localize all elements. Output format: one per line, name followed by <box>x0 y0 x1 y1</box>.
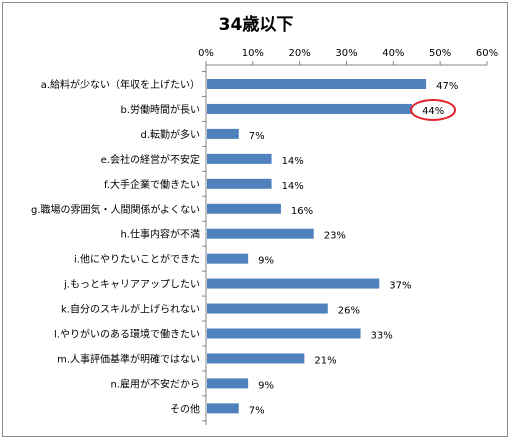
data-label: 9% <box>258 380 274 391</box>
data-label: 14% <box>282 181 304 192</box>
data-label: 37% <box>389 281 411 292</box>
data-label: 7% <box>249 131 265 142</box>
data-label: 26% <box>338 306 360 317</box>
data-label: 33% <box>371 331 393 342</box>
x-tick-label: 40% <box>382 48 404 59</box>
highlight-circle <box>410 98 457 121</box>
bar <box>207 203 281 214</box>
data-label: 21% <box>314 355 336 366</box>
category-label: g.職場の雰囲気・人間関係がよくない <box>31 203 200 216</box>
category-label: l.やりがいのある環境で働きたい <box>54 328 200 341</box>
category-label: b.労働時間が長い <box>120 103 200 116</box>
bar <box>207 103 413 114</box>
bar <box>207 303 328 314</box>
x-tick-label: 20% <box>289 48 311 59</box>
data-label: 16% <box>291 206 313 217</box>
bar <box>207 79 427 89</box>
chart-frame <box>2 2 508 437</box>
category-label: m.人事評価基準が明確ではない <box>57 352 200 365</box>
x-tick-label: 0% <box>198 48 214 59</box>
x-tick-label: 10% <box>242 48 264 59</box>
category-label: その他 <box>170 402 200 415</box>
bar <box>207 228 314 239</box>
bar <box>207 253 249 264</box>
data-label: 44% <box>422 106 444 117</box>
x-tick-label: 30% <box>335 48 357 59</box>
bar <box>207 128 239 139</box>
data-label: 23% <box>324 231 346 242</box>
data-label: 14% <box>282 156 304 167</box>
data-label: 47% <box>436 81 458 92</box>
bar <box>207 353 305 364</box>
chart-title: 34歳以下 <box>218 15 294 35</box>
data-label: 9% <box>258 256 274 267</box>
category-label: n.雇用が不安だから <box>110 377 200 390</box>
x-tick-label: 60% <box>476 48 498 59</box>
bar <box>207 403 239 414</box>
category-label: f.大手企業で働きたい <box>104 178 200 191</box>
category-label: d.転勤が多い <box>140 128 200 141</box>
bar <box>207 328 361 339</box>
bar <box>207 153 272 164</box>
category-label: e.会社の経営が不安定 <box>101 153 200 166</box>
category-label: h.仕事内容が不満 <box>120 228 200 241</box>
category-label: k.自分のスキルが上げられない <box>61 303 200 316</box>
category-label: j.もっとキャリアアップしたい <box>63 279 200 291</box>
bar <box>207 278 380 289</box>
bar <box>207 178 272 189</box>
category-label: a.給料が少ない（年収を上げたい） <box>41 78 200 91</box>
x-tick-label: 50% <box>429 48 451 59</box>
data-label: 7% <box>249 405 265 416</box>
category-label: i.他にやりたいことができた <box>74 253 200 266</box>
bar <box>207 378 249 389</box>
